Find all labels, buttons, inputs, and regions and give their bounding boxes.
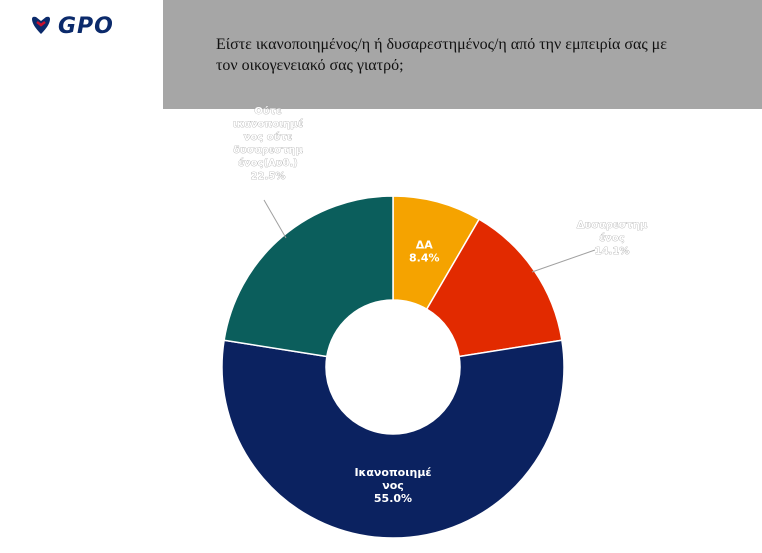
- data-label-name: νος: [382, 479, 404, 492]
- logo-text: GPO: [58, 13, 114, 39]
- data-label-name: δυσαρεστημ: [233, 145, 303, 156]
- question-line-1: Είστε ικανοποιημένος/η ή δυσαρεστημένος/…: [216, 36, 667, 53]
- data-label-name: ένος: [599, 232, 624, 244]
- leader-line: [531, 249, 596, 273]
- leader-line: [263, 199, 287, 239]
- question-header: [163, 0, 762, 109]
- data-label-value: 8.4%: [409, 252, 440, 265]
- data-label-name: νος ούτε: [244, 131, 293, 143]
- data-label-value: 22.5%: [251, 171, 286, 182]
- data-label-value: 14.1%: [595, 246, 630, 257]
- data-label-name: ένος(Αυθ.): [238, 157, 297, 169]
- data-label-value: 55.0%: [374, 492, 412, 505]
- data-label-name: Ικανοποιημέ: [354, 466, 431, 479]
- question-text: Είστε ικανοποιημένος/η ή δυσαρεστημένος/…: [216, 34, 736, 76]
- data-label-name: Δυσαρεστημ: [577, 220, 648, 231]
- question-line-2: τον οικογενειακό σας γιατρό;: [216, 57, 404, 74]
- slice-1: [425, 218, 563, 358]
- data-label-name: ικανοποιημέ: [233, 118, 303, 130]
- data-label-name: ΔΑ: [416, 239, 434, 252]
- slice-2: [221, 339, 565, 539]
- data-label-name: Ούτε: [254, 105, 281, 117]
- slice-3: [223, 195, 394, 358]
- brand-logo: GPO: [30, 13, 114, 39]
- gpo-heart-icon: [32, 16, 50, 34]
